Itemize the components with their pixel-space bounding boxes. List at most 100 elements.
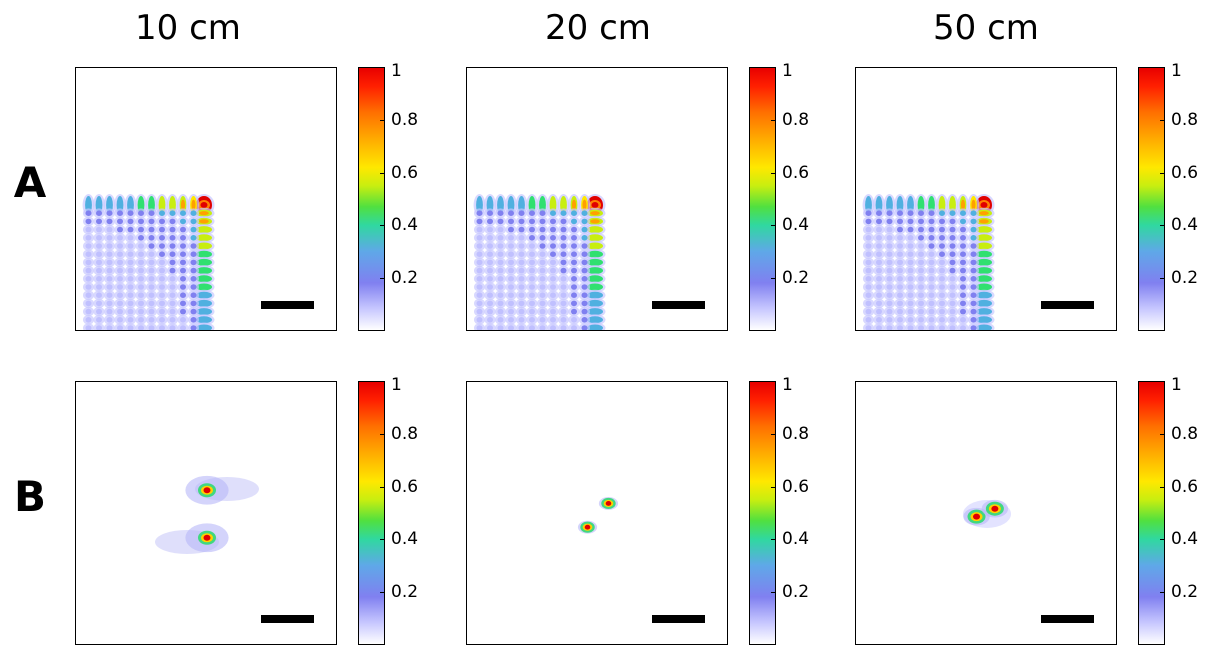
grid-mode-spot [960, 259, 966, 266]
grid-mode-spot [148, 218, 155, 225]
grid-mode-spot [476, 317, 483, 323]
grid-mode-spot [85, 267, 92, 274]
grid-mode-spot [148, 243, 155, 249]
grid-mode-spot [85, 210, 92, 216]
grid-mode-spot [571, 226, 577, 233]
grid-mode-spot [560, 243, 567, 249]
grid-mode-spot [907, 259, 914, 266]
grid-mode-spot [581, 218, 588, 225]
grid-mode-spot [886, 243, 893, 249]
grid-mode-spot [897, 218, 903, 225]
grid-mode-spot [190, 226, 197, 233]
grid-mode-spot [148, 325, 155, 330]
grid-mode-spot [587, 283, 603, 291]
grid-mode-spot [949, 276, 956, 282]
grid-mode-spot [148, 251, 155, 257]
colorbar-tick [771, 381, 775, 382]
grid-mode-spot [939, 259, 945, 266]
grid-mode-spot [169, 284, 176, 290]
spot-peak [584, 524, 591, 530]
grid-mode-spot [907, 243, 914, 249]
grid-mode-spot [180, 325, 186, 330]
grid-mode-spot [138, 284, 144, 290]
grid-mode-spot [897, 226, 903, 233]
grid-mode-spot [865, 210, 872, 216]
grid-mode-spot [949, 235, 956, 241]
grid-mode-spot [976, 275, 992, 283]
grid-mode-spot [550, 218, 556, 225]
grid-mode-spot [497, 226, 504, 233]
grid-mode-spot [138, 251, 144, 257]
spot-peak [973, 513, 981, 520]
grid-mode-spot [529, 267, 535, 274]
grid-mode-spot [581, 243, 588, 249]
grid-mode-spot [960, 243, 966, 249]
grid-mode-spot [550, 284, 556, 290]
grid-mode-spot [886, 284, 893, 290]
grid-mode-spot [970, 259, 977, 266]
grid-mode-spot [85, 259, 92, 266]
grid-mode-spot [508, 317, 514, 323]
grid-mode-spot [127, 210, 134, 216]
grid-mode-spot [571, 218, 577, 225]
grid-mode-spot [939, 276, 945, 282]
grid-mode-spot [587, 258, 603, 266]
grid-mode-spot [897, 259, 903, 266]
grid-mode-spot [550, 276, 556, 282]
colorbar-tick-label: 0.2 [782, 582, 810, 602]
grid-mode-spot [865, 251, 872, 257]
colorbar-tick-label: 0.8 [391, 424, 419, 444]
grid-mode-spot [169, 243, 176, 249]
colorbar-tick [1160, 225, 1164, 226]
grid-mode-spot [117, 292, 123, 298]
grid-mode-spot [497, 325, 504, 330]
grid-mode-spot [886, 317, 893, 323]
grid-mode-spot [508, 292, 514, 298]
grid-mode-spot [196, 242, 212, 250]
grid-mode-spot [560, 259, 567, 266]
grid-mode-spot [518, 300, 525, 307]
colorbar-tick-label: 0.4 [782, 215, 810, 235]
grid-mode-spot [928, 235, 935, 241]
intensity-panel-b-2 [466, 381, 728, 645]
grid-mode-spot [581, 210, 588, 216]
intensity-panel-a-1 [75, 67, 337, 331]
grid-mode-spot [876, 300, 882, 307]
colorbar-tick-label: 0.6 [1171, 477, 1199, 497]
colorbar-tick [771, 487, 775, 488]
grid-mode-spot [190, 292, 197, 298]
grid-mode-spot [497, 300, 504, 307]
grid-mode-spot [106, 317, 113, 323]
intensity-map [862, 194, 995, 330]
grid-mode-spot [865, 308, 872, 315]
colorbar-tick [1160, 67, 1164, 68]
grid-mode-spot [949, 251, 956, 257]
grid-mode-spot [960, 292, 966, 298]
grid-mode-spot [476, 243, 483, 249]
grid-mode-spot [487, 317, 493, 323]
grid-mode-spot [159, 218, 165, 225]
grid-mode-spot [127, 325, 134, 330]
grid-mode-spot [529, 210, 535, 216]
grid-mode-spot [106, 267, 113, 274]
grid-mode-spot [127, 226, 134, 233]
grid-mode-spot [508, 235, 514, 241]
grid-mode-spot [939, 317, 945, 323]
grid-mode-spot [127, 284, 134, 290]
grid-mode-spot [159, 300, 165, 307]
grid-mode-spot [127, 235, 134, 241]
grid-mode-spot [918, 235, 924, 241]
grid-mode-spot [508, 284, 514, 290]
grid-mode-spot [138, 243, 144, 249]
grid-mode-spot [560, 276, 567, 282]
grid-mode-spot [587, 267, 603, 275]
grid-mode-spot [865, 226, 872, 233]
colorbar [749, 381, 776, 645]
grid-mode-spot [865, 325, 872, 330]
grid-mode-spot [476, 308, 483, 315]
grid-mode-spot [587, 316, 603, 324]
grid-mode-spot [159, 292, 165, 298]
grid-mode-spot [949, 308, 956, 315]
colorbar-tick [380, 173, 384, 174]
grid-mode-spot [907, 308, 914, 315]
